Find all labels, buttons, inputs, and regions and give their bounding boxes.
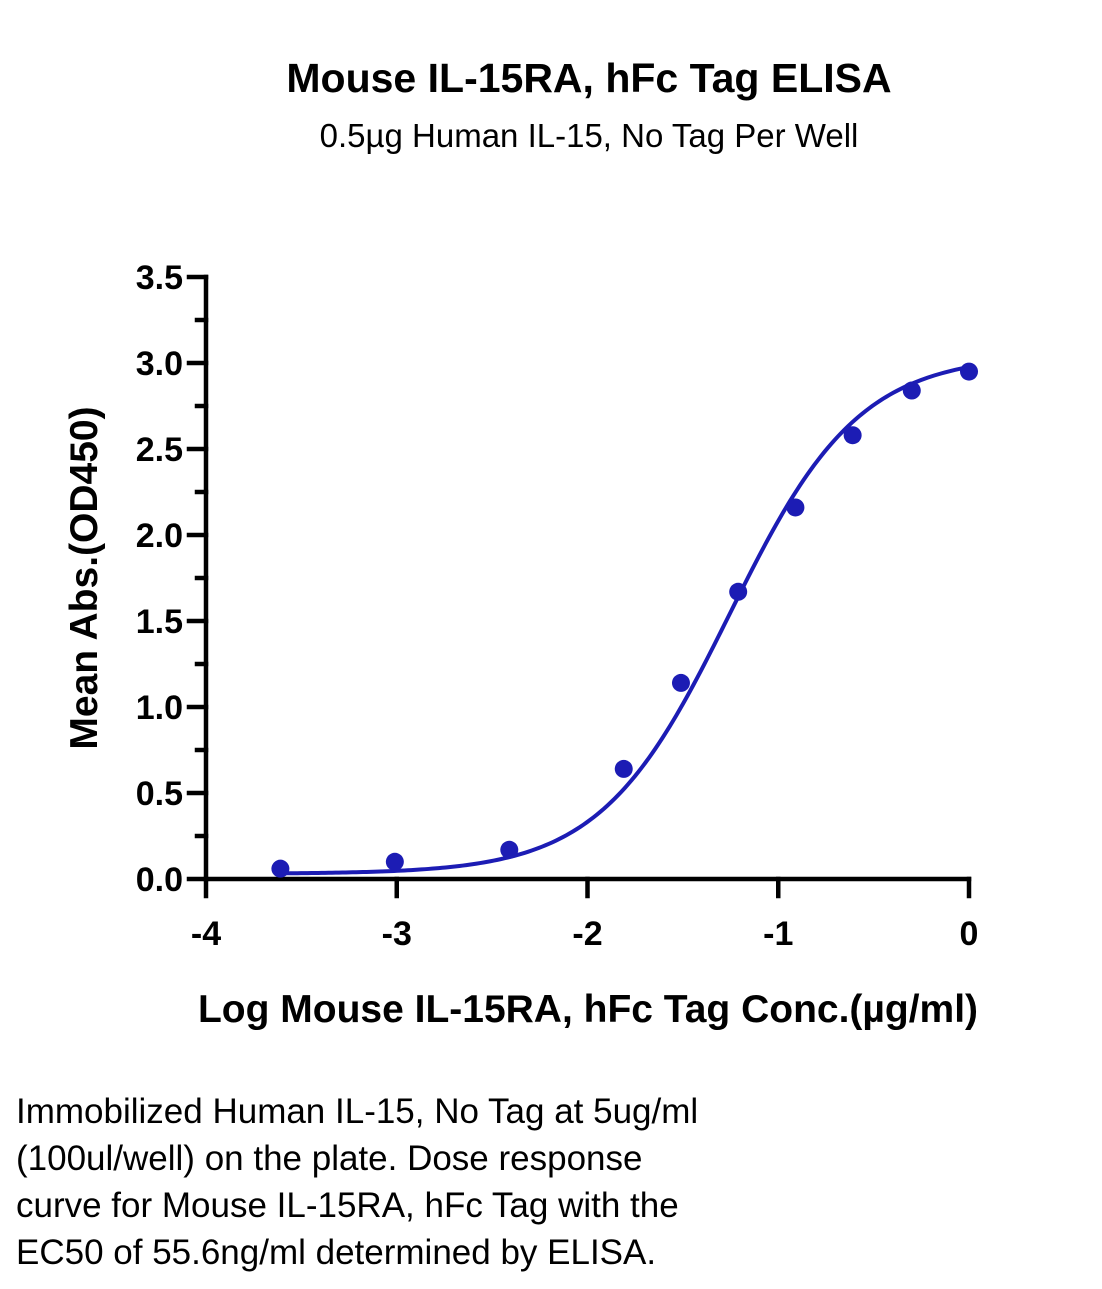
data-point [729,582,748,601]
y-tick-label: 3.5 [136,259,183,297]
x-tick-label: -4 [191,915,221,953]
x-axis-label: Log Mouse IL-15RA, hFc Tag Conc.(µg/ml) [198,988,978,1031]
x-tick-label: -3 [382,915,412,953]
y-tick-label: 0.0 [136,861,183,899]
figure-caption: Immobilized Human IL-15, No Tag at 5ug/m… [16,1088,1086,1276]
data-point [500,840,519,859]
y-tick-label: 2.5 [136,431,183,469]
caption-line: Immobilized Human IL-15, No Tag at 5ug/m… [16,1092,699,1131]
fit-curve [280,364,970,876]
data-points [271,362,978,878]
fit-curve-layer [280,364,970,876]
data-point [960,362,978,381]
caption-line: EC50 of 55.6ng/ml determined by ELISA. [16,1233,657,1272]
chart-subtitle: 0.5µg Human IL-15, No Tag Per Well [319,117,859,154]
y-tick-label: 3.0 [136,345,183,383]
data-point [671,673,690,692]
caption-line: (100ul/well) on the plate. Dose response [16,1139,643,1178]
y-tick-label: 1.0 [136,689,183,727]
data-point [902,381,921,400]
data-point [385,852,404,871]
caption-line: curve for Mouse IL-15RA, hFc Tag with th… [16,1186,679,1225]
data-point [614,759,633,778]
y-tick-label: 0.5 [136,775,183,813]
data-point [271,859,290,878]
data-point [843,426,862,445]
x-tick-label: -2 [572,915,602,953]
y-tick-label: 1.5 [136,603,183,641]
y-tick-label: 2.0 [136,517,183,555]
x-tick-label: -1 [763,915,793,953]
chart-title: Mouse IL-15RA, hFc Tag ELISA [286,55,892,101]
x-tick-label: 0 [960,915,979,953]
y-axis-label: Mean Abs.(OD450) [63,406,106,749]
chart-plot: 0.0 0.5 1.0 1.5 2.0 2.5 3.0 3.5 -4 -3 -2 -1 0 Log Mo… [63,259,979,1031]
axes: 0.0 0.5 1.0 1.5 2.0 2.5 3.0 3.5 -4 -3 -2 -1 0 [136,259,979,953]
data-point [786,498,805,517]
